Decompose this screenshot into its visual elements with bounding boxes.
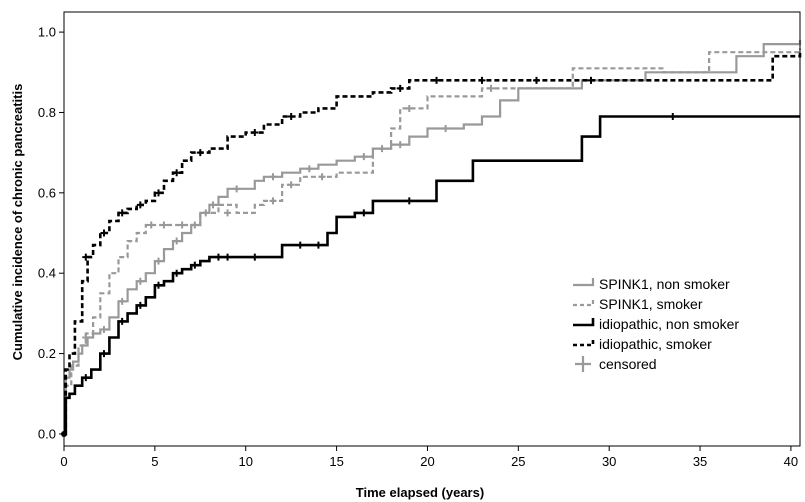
censored-mark — [178, 221, 186, 229]
censored-mark — [296, 241, 304, 249]
x-tick-label: 0 — [60, 454, 67, 469]
censored-mark — [118, 317, 126, 325]
censored-mark — [136, 301, 144, 309]
x-tick-label: 30 — [602, 454, 616, 469]
censored-mark — [360, 153, 368, 161]
y-tick-label: 0.4 — [38, 266, 56, 281]
censored-mark — [487, 84, 495, 92]
censored-mark — [191, 261, 199, 269]
legend-censored-swatch — [575, 356, 591, 372]
censored-mark — [478, 76, 486, 84]
censored-mark — [154, 189, 162, 197]
censored-mark — [147, 221, 155, 229]
censored-mark — [100, 229, 108, 237]
censored-mark — [118, 297, 126, 305]
legend-swatch — [573, 338, 595, 347]
x-tick-label: 5 — [151, 454, 158, 469]
series-line-spink1-smoker — [64, 48, 802, 435]
series-idiopathic-smoker — [64, 52, 802, 436]
x-axis-title: Time elapsed (years) — [356, 485, 484, 500]
series-spink1-non-smoker — [64, 40, 802, 435]
x-axis: 0 5 10 15 20 25 30 35 40 — [60, 446, 798, 469]
series-line-spink1-non-smoker — [64, 40, 802, 435]
censored-mark — [100, 350, 108, 358]
censored-mark — [82, 253, 90, 261]
y-axis: 0.0 0.2 0.4 0.6 0.8 1.0 — [38, 25, 64, 441]
censored-mark — [214, 253, 222, 261]
legend-label: idiopathic, non smoker — [599, 316, 739, 332]
censored-mark — [360, 209, 368, 217]
legend-label-censored: censored — [599, 356, 657, 372]
x-tick-label: 25 — [511, 454, 525, 469]
x-tick-label: 40 — [784, 454, 798, 469]
y-tick-label: 0.6 — [38, 185, 56, 200]
censored-mark — [160, 221, 168, 229]
censored-mark — [287, 112, 295, 120]
censored-mark — [318, 173, 326, 181]
legend: SPINK1, non smoker SPINK1, smoker idiopath… — [573, 276, 739, 372]
y-tick-label: 0.8 — [38, 105, 56, 120]
plot-area — [61, 40, 802, 437]
censored-mark — [224, 209, 232, 217]
x-tick-label: 35 — [693, 454, 707, 469]
censored-mark — [287, 181, 295, 189]
censored-mark — [305, 165, 313, 173]
y-axis-title: Cumulative incidence of chronic pancreat… — [10, 84, 25, 361]
censored-mark — [251, 253, 259, 261]
legend-swatch — [573, 298, 595, 307]
censored-mark — [136, 201, 144, 209]
censored-mark — [82, 374, 90, 382]
series-spink1-smoker — [64, 48, 802, 435]
legend-label: SPINK1, non smoker — [599, 276, 730, 292]
censored-mark — [251, 129, 259, 137]
censored-mark — [269, 173, 277, 181]
censored-mark — [532, 76, 540, 84]
censored-mark — [173, 237, 181, 245]
y-tick-label: 0.2 — [38, 346, 56, 361]
legend-label: SPINK1, smoker — [599, 296, 703, 312]
censored-mark — [136, 277, 144, 285]
censored-mark — [154, 257, 162, 265]
censored-mark — [314, 241, 322, 249]
censored-mark — [405, 197, 413, 205]
censored-mark — [669, 112, 677, 120]
censored-mark — [209, 201, 217, 209]
plot-frame — [63, 11, 801, 447]
y-tick-label: 0.0 — [38, 426, 56, 441]
censored-mark — [378, 145, 386, 153]
censored-mark — [173, 169, 181, 177]
series-idiopathic-non-smoker — [64, 112, 800, 436]
legend-swatch — [573, 278, 595, 287]
censored-mark — [405, 104, 413, 112]
x-tick-label: 10 — [238, 454, 252, 469]
censored-mark — [433, 76, 441, 84]
censored-mark — [100, 325, 108, 333]
censored-mark — [442, 125, 450, 133]
censored-mark — [396, 141, 404, 149]
censored-mark — [396, 84, 404, 92]
censored-mark — [587, 76, 595, 84]
x-tick-label: 20 — [420, 454, 434, 469]
censored-mark — [118, 209, 126, 217]
x-tick-label: 15 — [329, 454, 343, 469]
censored-mark — [154, 281, 162, 289]
legend-label: idiopathic, smoker — [599, 336, 712, 352]
censored-mark — [233, 185, 241, 193]
censored-mark — [269, 197, 277, 205]
y-tick-label: 1.0 — [38, 25, 56, 40]
legend-swatch — [573, 318, 595, 327]
censored-mark — [173, 269, 181, 277]
censored-mark — [224, 253, 232, 261]
series-line-idiopathic-smoker — [64, 52, 802, 436]
censored-mark — [202, 209, 210, 217]
censored-mark — [196, 149, 204, 157]
